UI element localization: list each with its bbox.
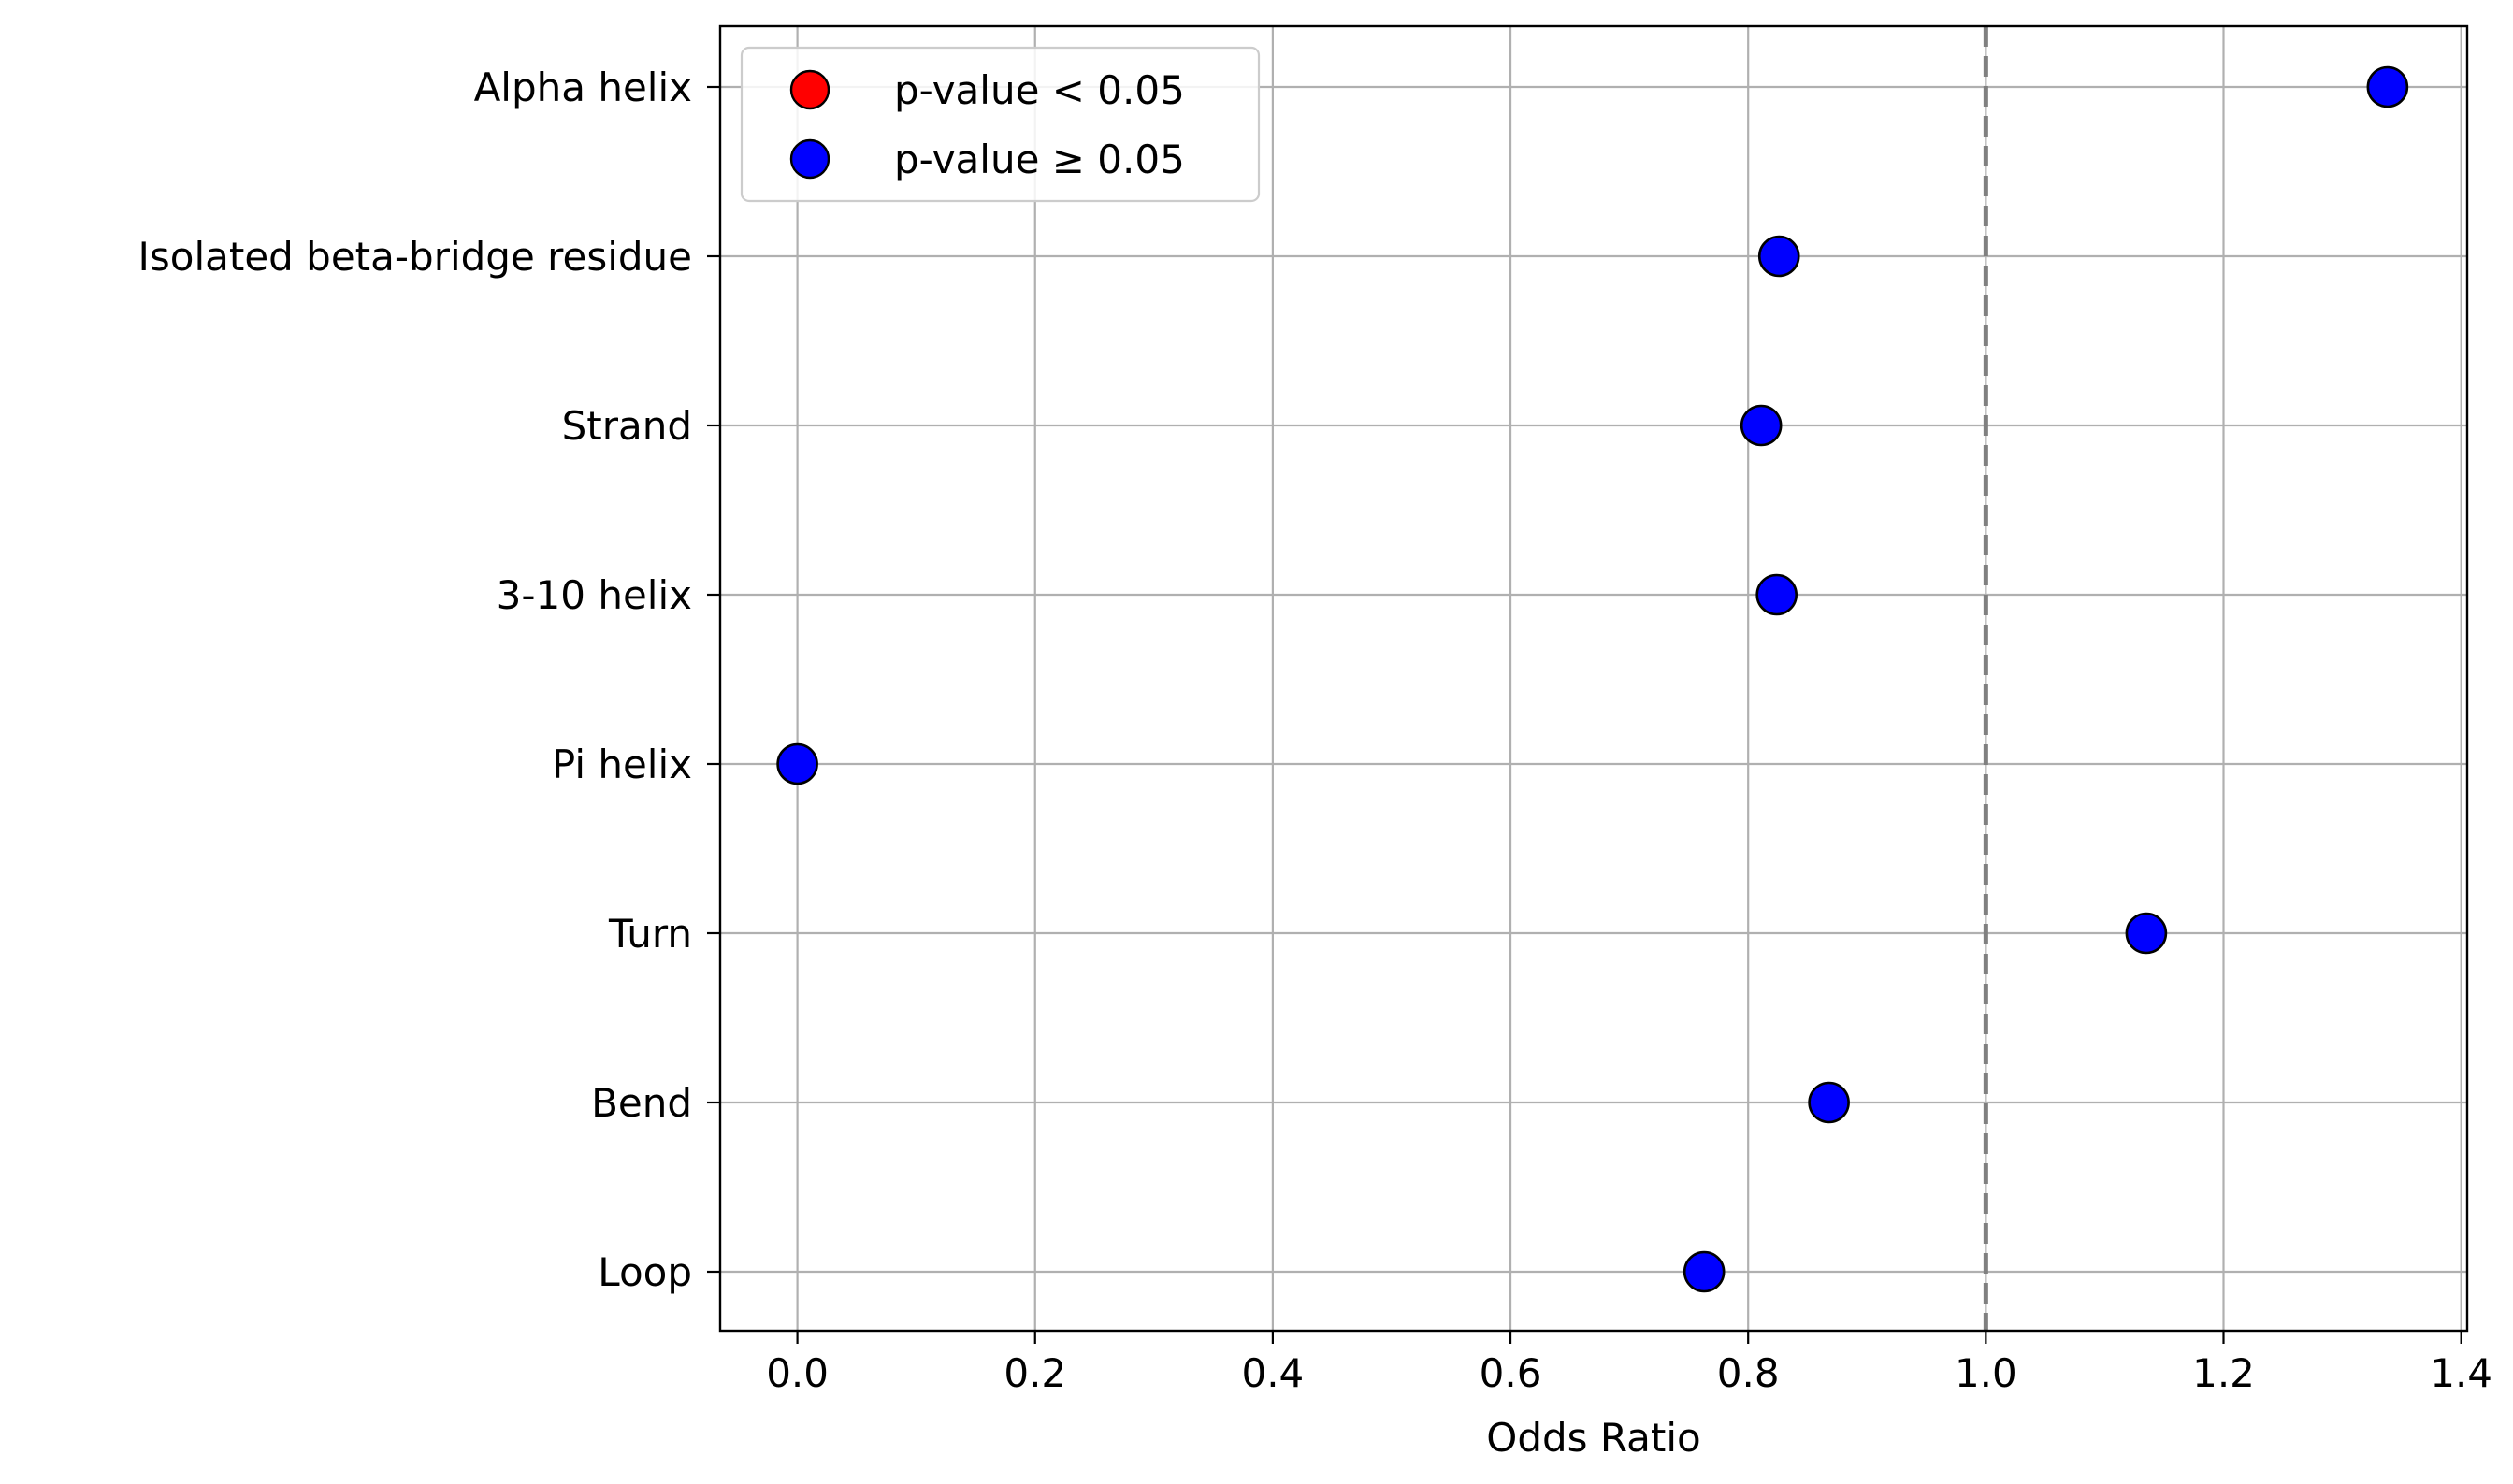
legend-marker-significant xyxy=(789,69,830,110)
data-point xyxy=(1755,573,1798,616)
legend: p-value < 0.05 p-value ≥ 0.05 xyxy=(740,46,1261,203)
plot-frame xyxy=(718,24,2469,1333)
ticks-layer: 0.0 0.2 0.4 0.6 0.8 1.0 1.2 1.4 Alpha helix Isola… xyxy=(137,65,2492,1396)
points-layer xyxy=(776,65,2409,1293)
y-tick-label: Turn xyxy=(608,911,692,957)
y-tick-label: 3-10 helix xyxy=(497,572,692,618)
x-tick-label: 0.0 xyxy=(766,1350,829,1396)
x-tick-label: 0.2 xyxy=(1004,1350,1066,1396)
y-tick-label: Alpha helix xyxy=(474,65,692,110)
y-tick-label: Bend xyxy=(591,1080,692,1126)
x-axis-label: Odds Ratio xyxy=(1486,1415,1700,1461)
x-tick-label: 1.2 xyxy=(2192,1350,2255,1396)
data-point xyxy=(1740,404,1783,447)
y-tick-label: Pi helix xyxy=(552,742,692,787)
x-tick-label: 0.6 xyxy=(1480,1350,1542,1396)
grid-layer xyxy=(720,26,2467,1331)
legend-box xyxy=(740,46,1261,203)
y-tick-label: Isolated beta-bridge residue xyxy=(137,234,692,280)
y-tick-label: Loop xyxy=(598,1249,692,1295)
x-tick-label: 0.4 xyxy=(1241,1350,1304,1396)
x-tick-label: 0.8 xyxy=(1717,1350,1780,1396)
x-tick-label: 1.4 xyxy=(2430,1350,2492,1396)
data-point xyxy=(1808,1081,1850,1124)
data-point xyxy=(2366,65,2409,108)
x-tick-label: 1.0 xyxy=(1955,1350,2017,1396)
data-point xyxy=(776,742,818,785)
legend-marker-not-significant xyxy=(789,138,830,180)
data-point xyxy=(1683,1250,1726,1293)
legend-label-significant: p-value < 0.05 xyxy=(894,67,1185,113)
data-point xyxy=(2125,912,2168,955)
legend-label-not-significant: p-value ≥ 0.05 xyxy=(894,137,1185,182)
data-point xyxy=(1757,235,1800,278)
y-tick-label: Strand xyxy=(562,403,692,449)
